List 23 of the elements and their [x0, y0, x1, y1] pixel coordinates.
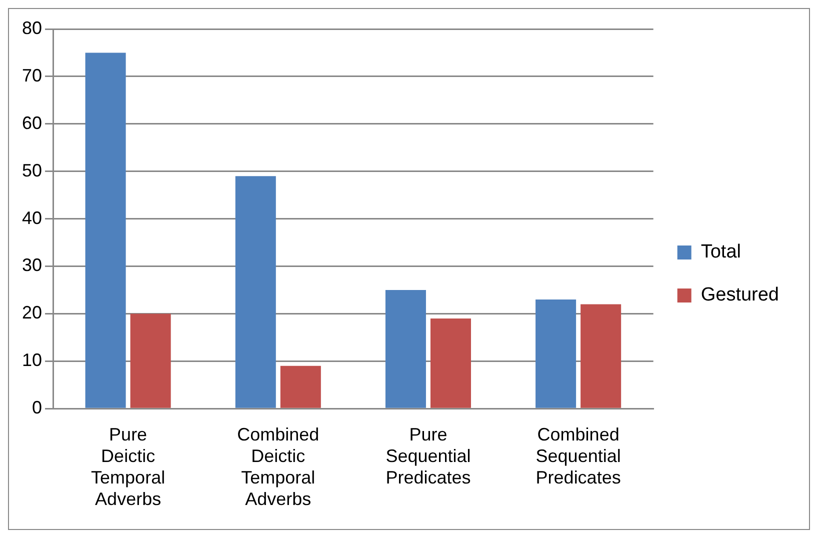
- y-tick-label: 30: [22, 255, 42, 276]
- x-tick-label: Combined Sequential Predicates: [536, 424, 621, 488]
- y-tick-label: 80: [22, 18, 42, 38]
- bar: [385, 290, 426, 408]
- bar: [280, 366, 321, 408]
- bar: [130, 314, 171, 408]
- y-tick-label: 0: [32, 398, 42, 418]
- x-tick-label: Pure Deictic Temporal Adverbs: [91, 424, 166, 510]
- y-tick-label: 40: [22, 208, 42, 228]
- x-tick-label: Combined Deictic Temporal Adverbs: [237, 424, 320, 510]
- bar: [85, 52, 126, 408]
- legend-label: Gestured: [700, 284, 780, 306]
- y-tick-label: 20: [22, 302, 42, 323]
- bar: [580, 304, 622, 408]
- bar: [536, 299, 576, 408]
- y-tick-label: 60: [22, 112, 42, 133]
- bar: [235, 176, 276, 408]
- y-tick-label: 10: [22, 350, 42, 370]
- y-tick-label: 50: [22, 160, 42, 180]
- x-tick-label: Pure Sequential Predicates: [386, 424, 471, 488]
- legend-label: Total: [700, 242, 741, 263]
- y-tick-label: 70: [22, 65, 42, 86]
- bar: [430, 318, 471, 408]
